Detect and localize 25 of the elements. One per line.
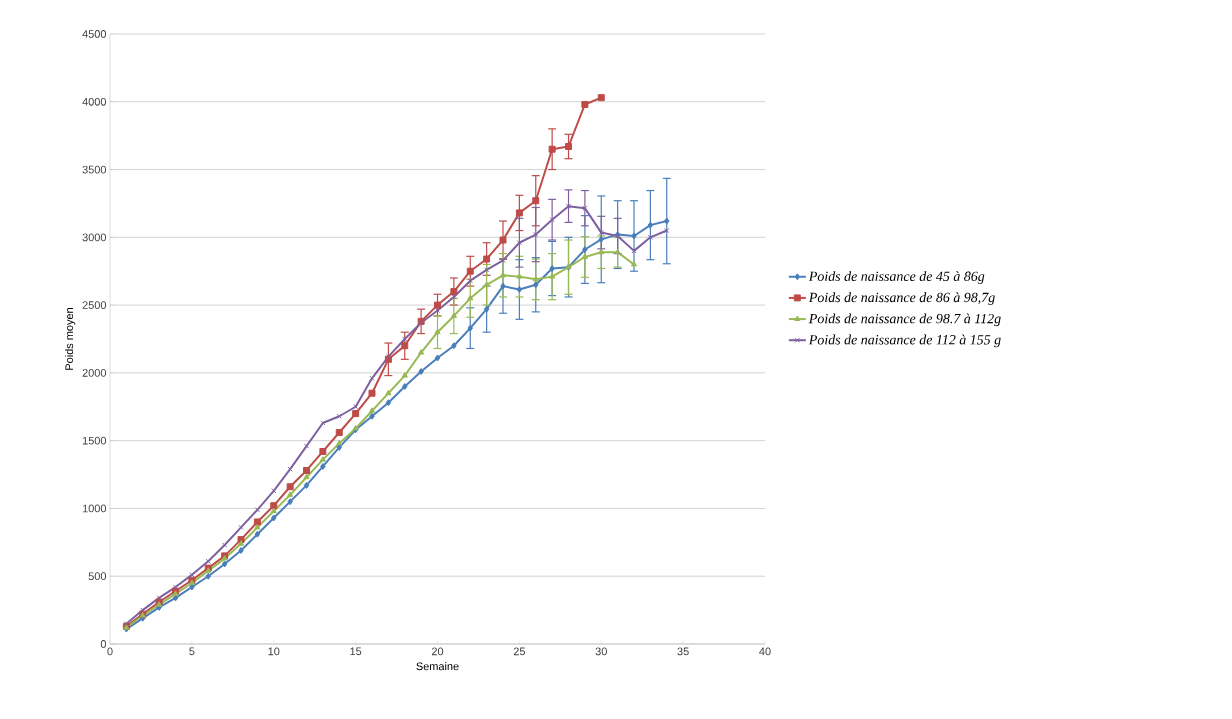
x-tick-label: 20 [431,647,444,656]
y-tick-label: 3000 [82,233,107,242]
legend-label: Poids de naissance de 112 à 155 g [808,334,1001,348]
x-tick-label: 35 [677,647,689,656]
x-tick-label: 0 [107,647,113,656]
y-tick-label: 4000 [82,97,107,106]
x-tick-label: 25 [513,647,526,656]
y-tick-label: 500 [88,572,107,581]
y-tick-label: 3500 [82,165,107,174]
legend-label: Poids de naissance de 45 à 86g [808,271,985,284]
legend-label: Poids de naissance de 98.7 à 112g [808,313,1001,327]
y-axis-title: Poids moyen [65,308,76,370]
x-tick-label: 5 [189,647,195,656]
x-axis-title: Semaine [416,662,459,671]
y-tick-label: 1000 [82,504,107,513]
y-tick-label: 1500 [82,436,107,445]
x-tick-label: 15 [350,647,362,656]
x-tick-label: 30 [595,647,607,656]
y-tick-label: 0 [100,640,107,648]
x-tick-label: 10 [268,647,280,656]
legend-label: Poids de naissance de 86 à 98,7g [808,292,995,305]
y-tick-label: 2500 [82,301,107,309]
y-tick-label: 4500 [82,30,107,38]
y-tick-label: 2000 [82,369,107,377]
x-tick-label: 40 [759,647,771,656]
